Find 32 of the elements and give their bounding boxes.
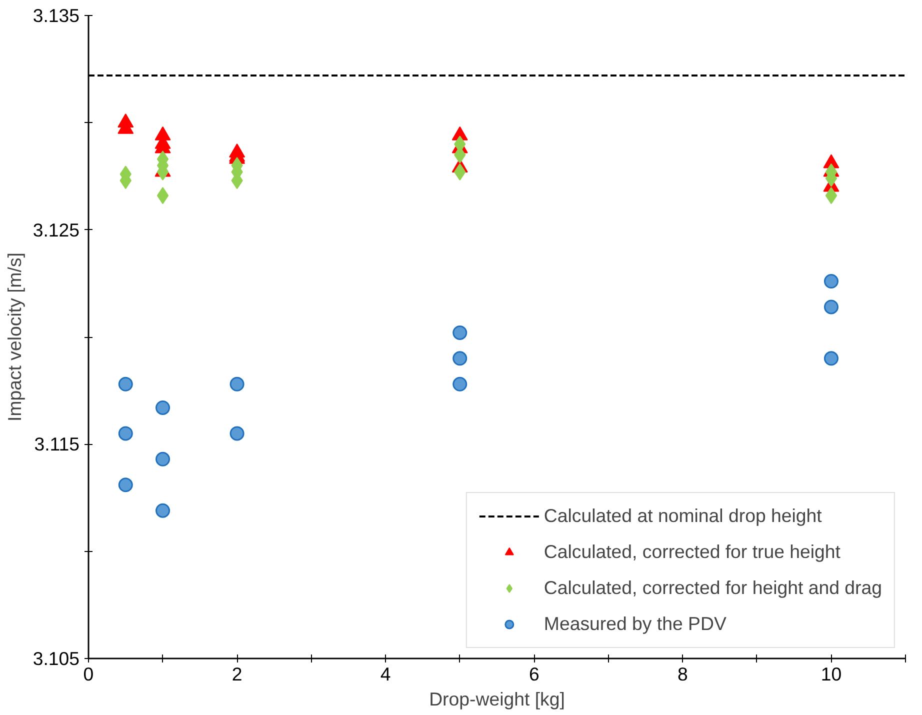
x-axis-title: Drop-weight [kg] (429, 688, 565, 710)
x-tick-label: 4 (380, 664, 391, 684)
point (156, 400, 170, 415)
x-tick-label: 10 (820, 664, 842, 684)
y-tick-label: 3.105 (32, 648, 80, 669)
x-tick-label: 6 (528, 664, 540, 684)
legend-label: Calculated at nominal drop height (544, 505, 822, 527)
point (118, 376, 133, 392)
point (824, 274, 838, 289)
point (156, 452, 170, 466)
point (118, 478, 133, 492)
legend-label: Measured by the PDV (544, 613, 726, 635)
y-axis-title: Impact velocity [m/s] (4, 252, 25, 422)
legend-label: Calculated, corrected for height and drag (544, 577, 882, 599)
point (824, 351, 838, 366)
point (156, 187, 169, 204)
y-tick-label: 3.115 (34, 434, 80, 455)
x-tick-label: 8 (677, 664, 688, 684)
y-tick-label: 3.135 (32, 5, 80, 26)
point (230, 426, 244, 441)
point (452, 376, 468, 392)
x-tick-label: 2 (232, 664, 242, 684)
point (156, 503, 170, 518)
x-tick-label: 0 (83, 664, 94, 684)
point (230, 376, 244, 392)
legend-label: Calculated, corrected for true height (544, 541, 840, 563)
point (452, 325, 468, 340)
point (824, 300, 838, 314)
point (118, 426, 133, 441)
y-tick-label: 3.125 (32, 219, 80, 240)
point (452, 351, 468, 366)
point (825, 187, 838, 204)
